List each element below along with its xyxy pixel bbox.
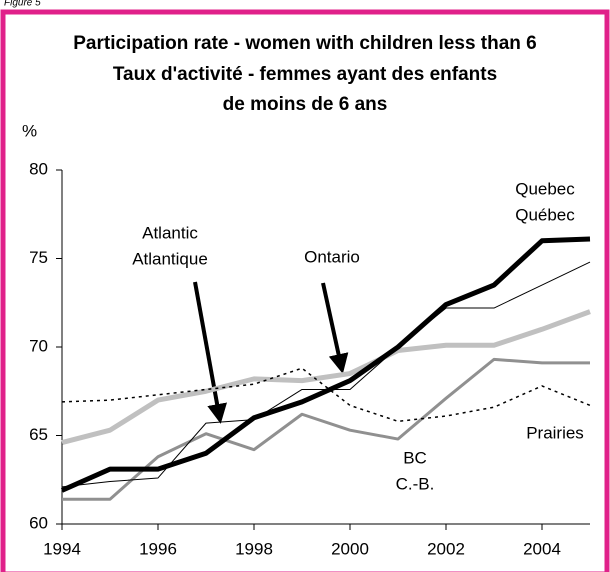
figure-label: Figure 5 [4, 0, 41, 9]
x-tick-label: 1996 [139, 539, 177, 558]
y-tick-label: 70 [29, 336, 48, 355]
y-tick-label: 75 [29, 248, 48, 267]
x-tick-label: 2002 [427, 539, 465, 558]
series-label: C.-B. [396, 474, 435, 493]
y-axis-label: % [22, 121, 37, 140]
y-tick-label: 65 [29, 425, 48, 444]
frame [0, 9, 610, 572]
line-series [61, 309, 591, 446]
series-label: Ontario [304, 247, 360, 266]
line-series [62, 357, 590, 501]
series-label: Québec [515, 205, 575, 224]
x-tick-label: 1998 [235, 539, 273, 558]
series-label: Quebec [515, 179, 575, 198]
series-label: Prairies [526, 423, 584, 442]
y-tick-label: 80 [29, 159, 48, 178]
x-tick-label: 2004 [523, 539, 561, 558]
y-tick-label: 60 [29, 513, 48, 532]
series-label: Atlantique [132, 249, 208, 268]
x-tick-label: 2000 [331, 539, 369, 558]
line-series [61, 367, 591, 423]
chart-title: Participation rate - women with children… [73, 33, 537, 54]
line-series [60, 236, 591, 493]
x-tick-label: 1994 [43, 539, 81, 558]
arrow [321, 282, 349, 374]
series-label: Atlantic [142, 223, 198, 242]
chart-title: de moins de 6 ans [223, 94, 388, 115]
series-label: BC [403, 448, 427, 467]
chart-title: Taux d'activité - femmes ayant des enfan… [113, 64, 497, 85]
arrow [193, 281, 227, 424]
